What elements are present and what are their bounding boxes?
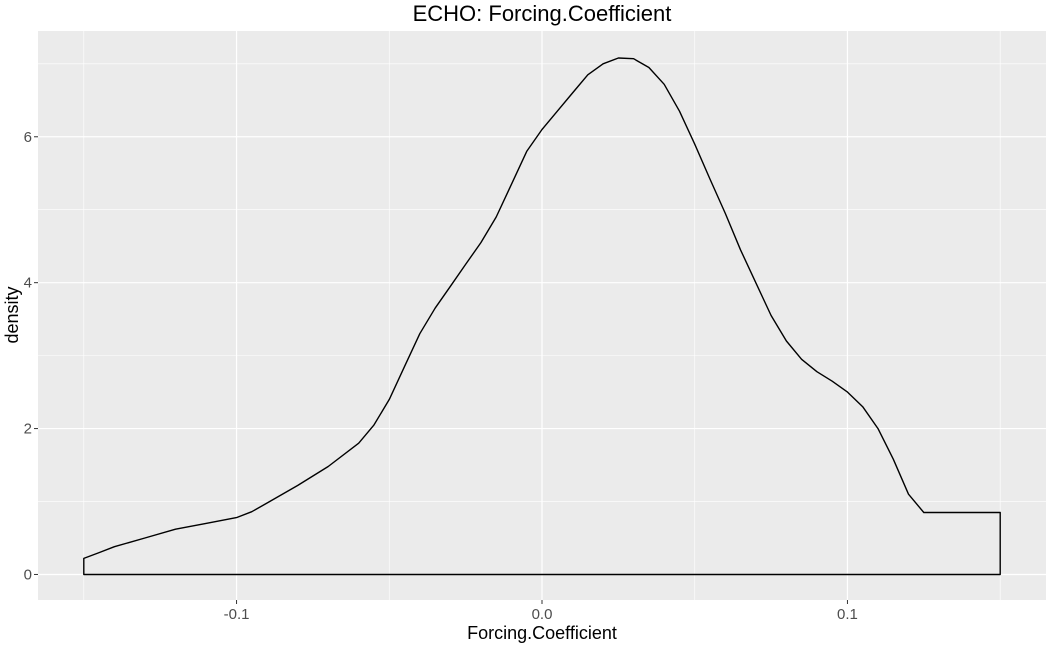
y-tick-label: 2 bbox=[24, 421, 32, 438]
x-tick-label: 0.1 bbox=[837, 606, 858, 623]
x-tick-label: 0.0 bbox=[532, 606, 553, 623]
chart-title: ECHO: Forcing.Coefficient bbox=[413, 1, 672, 26]
y-tick-label: 4 bbox=[24, 275, 32, 292]
density-series bbox=[83, 57, 1001, 576]
y-tick-label: 6 bbox=[24, 129, 32, 146]
x-tick-label: -0.1 bbox=[224, 606, 250, 623]
x-axis-title: Forcing.Coefficient bbox=[467, 623, 617, 643]
density-curve-1 bbox=[83, 57, 1001, 576]
y-axis-title: density bbox=[2, 286, 22, 343]
y-tick-label: 0 bbox=[24, 566, 32, 583]
axes: -0.1 0.0 0.1 0 2 4 6 bbox=[24, 129, 858, 623]
